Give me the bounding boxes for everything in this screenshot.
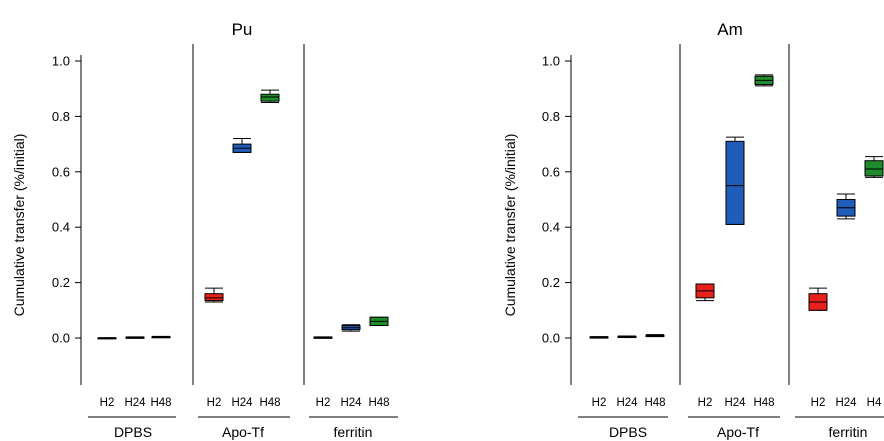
x-tick-label: H48	[753, 397, 774, 409]
box-ferritin-h24	[836, 193, 856, 220]
x-tick-label: H24	[835, 397, 857, 409]
box-apo-tf-h48	[754, 74, 774, 87]
box-dpbs-h48	[645, 334, 665, 338]
x-tick-label: H48	[150, 397, 171, 409]
x-tick-label: H2	[207, 397, 222, 409]
box-apo-tf-h24	[232, 138, 252, 153]
x-tick-label: H48	[644, 397, 665, 409]
box-apo-tf-h24	[725, 136, 745, 225]
box-dpbs-h48	[151, 335, 171, 339]
y-tick-label: 0.4	[542, 220, 560, 235]
chart-title: Pu	[232, 20, 253, 39]
y-tick-label: 0.0	[542, 331, 560, 346]
x-tick-label: H24	[340, 397, 362, 409]
y-tick-label: 0.4	[52, 220, 70, 235]
y-tick-label: 1.0	[542, 54, 560, 69]
box-apo-tf-h2	[204, 287, 224, 303]
group-label: ferritin	[334, 424, 373, 440]
y-tick-label: 0.8	[542, 109, 560, 124]
box-body	[864, 160, 884, 177]
y-tick-label: 0.6	[542, 164, 560, 179]
x-tick-label: H2	[811, 397, 826, 409]
box-dpbs-h2	[589, 336, 609, 339]
y-axis-label: Cumulative transfer (%/initial)	[11, 134, 27, 317]
panel-am: Am Cumulative transfer (%/initial) 0.0 0.2 0…	[502, 20, 884, 440]
box-ferritin-h24	[341, 324, 361, 332]
group-label: DPBS	[609, 424, 647, 440]
box-dpbs-h2	[97, 337, 117, 340]
y-tick-label: 0.8	[52, 109, 70, 124]
box-dpbs-h24	[125, 336, 145, 339]
box-dpbs-h24	[617, 335, 637, 339]
y-tick-label: 0.2	[542, 275, 560, 290]
box-ferritin-h2	[313, 336, 333, 339]
x-tick-label: H4	[867, 397, 882, 409]
box-ferritin-h2	[808, 287, 828, 311]
x-tick-label: H48	[259, 397, 280, 409]
y-tick-label: 0.6	[52, 164, 70, 179]
x-tick-label: H2	[100, 397, 115, 409]
chart-title: Am	[717, 20, 743, 39]
box-body	[725, 140, 745, 225]
box-ferritin-h4	[864, 156, 884, 178]
y-tick-label: 0.2	[52, 275, 70, 290]
box-body	[260, 93, 280, 102]
x-tick-label: H24	[724, 397, 746, 409]
x-tick-label: H48	[368, 397, 389, 409]
box-ferritin-h48	[369, 316, 389, 327]
panel-pu: Pu Cumulative transfer (%/initial) 0.0 0.2 0…	[11, 20, 398, 440]
x-tick-label: H24	[616, 397, 638, 409]
y-axis-label: Cumulative transfer (%/initial)	[502, 134, 518, 317]
x-tick-label: H24	[124, 397, 146, 409]
box-body	[204, 293, 224, 302]
y-tick-label: 0.0	[52, 331, 70, 346]
y-tick-label: 1.0	[52, 54, 70, 69]
x-tick-label: H2	[316, 397, 331, 409]
group-label: Apo-Tf	[717, 424, 759, 440]
box-apo-tf-h2	[695, 283, 715, 302]
group-label: DPBS	[114, 424, 152, 440]
x-tick-label: H24	[231, 397, 253, 409]
x-tick-label: H2	[698, 397, 713, 409]
group-label: Apo-Tf	[222, 424, 264, 440]
x-tick-label: H2	[592, 397, 607, 409]
group-label: ferritin	[829, 424, 868, 440]
box-apo-tf-h48	[260, 89, 280, 104]
